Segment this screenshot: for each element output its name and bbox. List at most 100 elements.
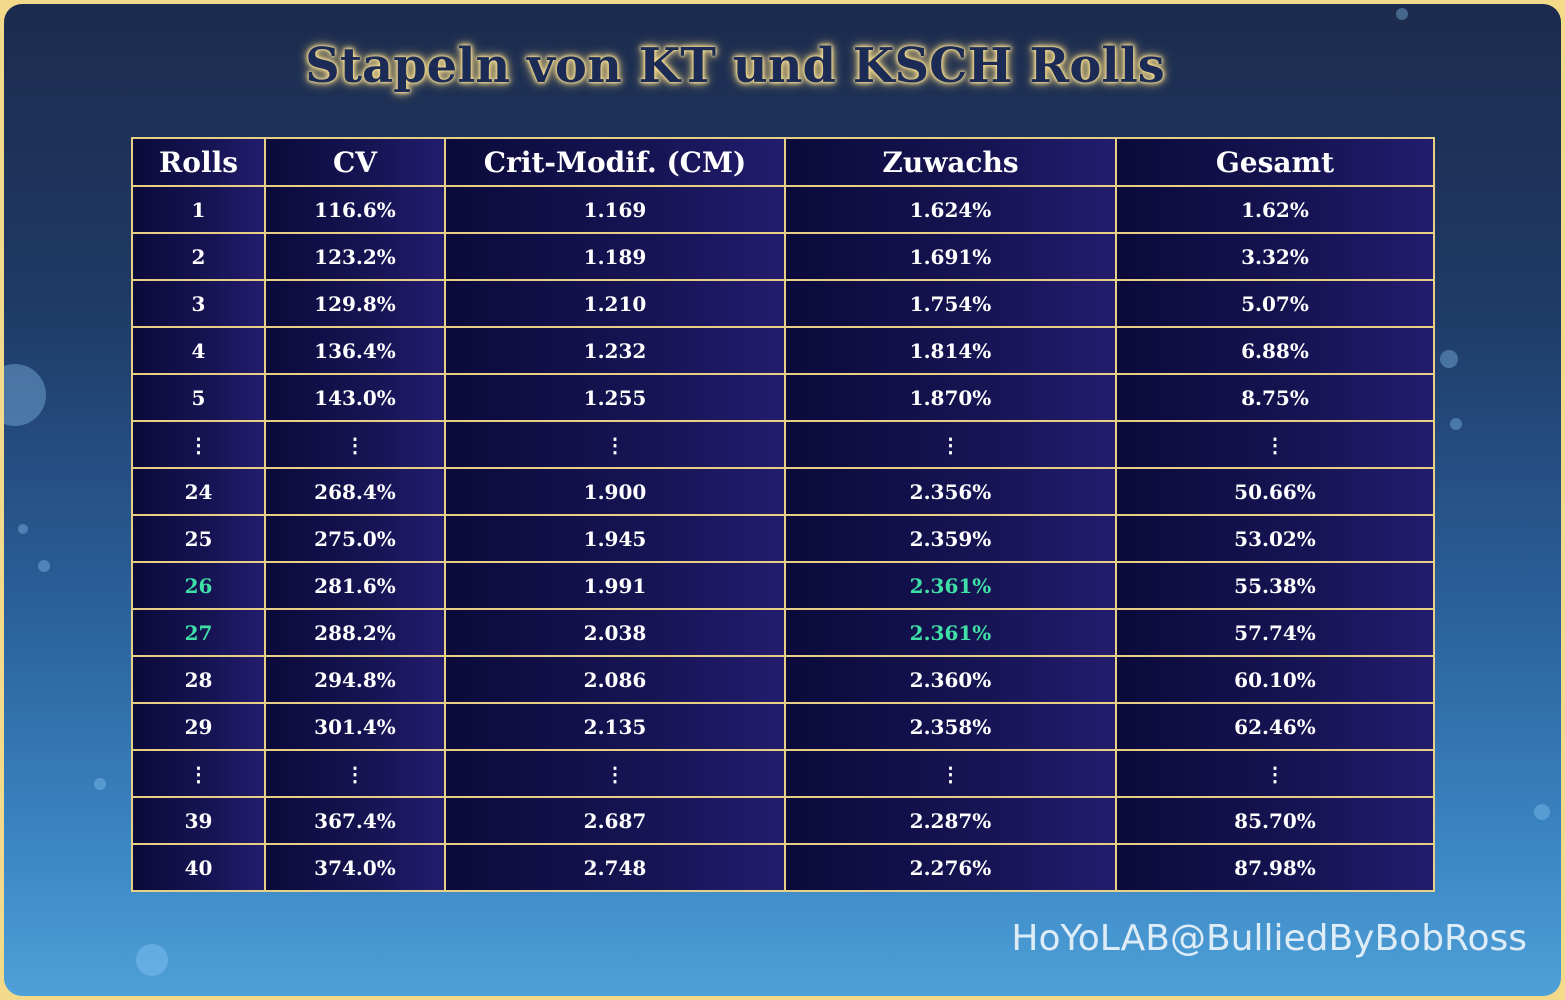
cell-zuwachs: 1.754% <box>784 279 1117 328</box>
table-row: 3 129.8% 1.210 1.754% 5.07% <box>131 279 1435 328</box>
cell-crit-modifier: 1.255 <box>444 373 786 422</box>
cell-rolls: ⋮ <box>131 420 266 469</box>
cell-cv: 123.2% <box>264 232 446 281</box>
cell-zuwachs: 2.360% <box>784 655 1117 704</box>
table-row: 29 301.4% 2.135 2.358% 62.46% <box>131 702 1435 751</box>
cell-rolls: 4 <box>131 326 266 375</box>
table-row: ⋮ ⋮ ⋮ ⋮ ⋮ <box>131 420 1435 469</box>
cell-crit-modifier: 1.169 <box>444 185 786 234</box>
header-cv: CV <box>264 137 446 187</box>
cell-rolls: 26 <box>131 561 266 610</box>
cell-crit-modifier: 1.189 <box>444 232 786 281</box>
cell-rolls: 2 <box>131 232 266 281</box>
cell-crit-modifier: 1.900 <box>444 467 786 516</box>
table-row: 4 136.4% 1.232 1.814% 6.88% <box>131 326 1435 375</box>
cell-gesamt: 85.70% <box>1115 796 1435 845</box>
table-row: 2 123.2% 1.189 1.691% 3.32% <box>131 232 1435 281</box>
header-zuwachs: Zuwachs <box>784 137 1117 187</box>
cell-crit-modifier: 2.135 <box>444 702 786 751</box>
cell-gesamt: ⋮ <box>1115 749 1435 798</box>
cell-cv: 374.0% <box>264 843 446 892</box>
cell-rolls: 3 <box>131 279 266 328</box>
cell-cv: ⋮ <box>264 749 446 798</box>
cell-zuwachs: 1.870% <box>784 373 1117 422</box>
cell-cv: 294.8% <box>264 655 446 704</box>
cell-zuwachs: 2.358% <box>784 702 1117 751</box>
cell-cv: 136.4% <box>264 326 446 375</box>
cell-crit-modifier: 2.086 <box>444 655 786 704</box>
table-row: 39 367.4% 2.687 2.287% 85.70% <box>131 796 1435 845</box>
cell-rolls: 40 <box>131 843 266 892</box>
cell-rolls: 5 <box>131 373 266 422</box>
cell-gesamt: 6.88% <box>1115 326 1435 375</box>
cell-gesamt: 50.66% <box>1115 467 1435 516</box>
cell-zuwachs: 1.624% <box>784 185 1117 234</box>
cell-gesamt: 87.98% <box>1115 843 1435 892</box>
cell-zuwachs: 1.691% <box>784 232 1117 281</box>
table-row: 27 288.2% 2.038 2.361% 57.74% <box>131 608 1435 657</box>
table-row: 28 294.8% 2.086 2.360% 60.10% <box>131 655 1435 704</box>
table-row: 24 268.4% 1.900 2.356% 50.66% <box>131 467 1435 516</box>
bokeh-light <box>136 944 168 976</box>
cell-rolls: 28 <box>131 655 266 704</box>
table-row: 26 281.6% 1.991 2.361% 55.38% <box>131 561 1435 610</box>
cell-cv: 275.0% <box>264 514 446 563</box>
cell-zuwachs: 2.361% <box>784 561 1117 610</box>
cell-cv: ⋮ <box>264 420 446 469</box>
cell-crit-modifier: 1.991 <box>444 561 786 610</box>
cell-gesamt: ⋮ <box>1115 420 1435 469</box>
cell-rolls: ⋮ <box>131 749 266 798</box>
cell-zuwachs: 2.276% <box>784 843 1117 892</box>
table-header-row: Rolls CV Crit-Modif. (CM) Zuwachs Gesamt <box>131 137 1435 187</box>
bokeh-light <box>4 364 46 426</box>
cell-rolls: 39 <box>131 796 266 845</box>
crit-rolls-table: Rolls CV Crit-Modif. (CM) Zuwachs Gesamt… <box>131 137 1435 892</box>
page-title: Stapeln von KT und KSCH Rolls <box>305 38 1165 94</box>
cell-zuwachs: ⋮ <box>784 420 1117 469</box>
cell-crit-modifier: ⋮ <box>444 420 786 469</box>
cell-crit-modifier: 2.687 <box>444 796 786 845</box>
bokeh-light <box>1396 8 1408 20</box>
cell-gesamt: 1.62% <box>1115 185 1435 234</box>
cell-gesamt: 53.02% <box>1115 514 1435 563</box>
cell-gesamt: 55.38% <box>1115 561 1435 610</box>
header-crit-modifier: Crit-Modif. (CM) <box>444 137 786 187</box>
cell-crit-modifier: 2.038 <box>444 608 786 657</box>
cell-rolls: 24 <box>131 467 266 516</box>
cell-gesamt: 8.75% <box>1115 373 1435 422</box>
table-row: 40 374.0% 2.748 2.276% 87.98% <box>131 843 1435 892</box>
bokeh-light <box>1534 804 1550 820</box>
cell-zuwachs: ⋮ <box>784 749 1117 798</box>
cell-gesamt: 60.10% <box>1115 655 1435 704</box>
cell-cv: 281.6% <box>264 561 446 610</box>
table-row: ⋮ ⋮ ⋮ ⋮ ⋮ <box>131 749 1435 798</box>
cell-crit-modifier: 1.232 <box>444 326 786 375</box>
bokeh-light <box>1440 350 1458 368</box>
cell-cv: 129.8% <box>264 279 446 328</box>
cell-crit-modifier: ⋮ <box>444 749 786 798</box>
bokeh-light <box>38 560 50 572</box>
cell-crit-modifier: 1.945 <box>444 514 786 563</box>
cell-zuwachs: 2.361% <box>784 608 1117 657</box>
header-rolls: Rolls <box>131 137 266 187</box>
cell-rolls: 29 <box>131 702 266 751</box>
cell-cv: 288.2% <box>264 608 446 657</box>
cell-cv: 301.4% <box>264 702 446 751</box>
cell-zuwachs: 2.356% <box>784 467 1117 516</box>
cell-cv: 116.6% <box>264 185 446 234</box>
cell-zuwachs: 1.814% <box>784 326 1117 375</box>
cell-rolls: 25 <box>131 514 266 563</box>
cell-cv: 143.0% <box>264 373 446 422</box>
table-row: 5 143.0% 1.255 1.870% 8.75% <box>131 373 1435 422</box>
cell-gesamt: 5.07% <box>1115 279 1435 328</box>
watermark: HoYoLAB@BulliedByBobRoss <box>1011 918 1527 959</box>
bokeh-light <box>94 778 106 790</box>
header-gesamt: Gesamt <box>1115 137 1435 187</box>
cell-zuwachs: 2.287% <box>784 796 1117 845</box>
table-row: 25 275.0% 1.945 2.359% 53.02% <box>131 514 1435 563</box>
cell-cv: 367.4% <box>264 796 446 845</box>
cell-crit-modifier: 1.210 <box>444 279 786 328</box>
cell-rolls: 1 <box>131 185 266 234</box>
cell-gesamt: 3.32% <box>1115 232 1435 281</box>
cell-cv: 268.4% <box>264 467 446 516</box>
